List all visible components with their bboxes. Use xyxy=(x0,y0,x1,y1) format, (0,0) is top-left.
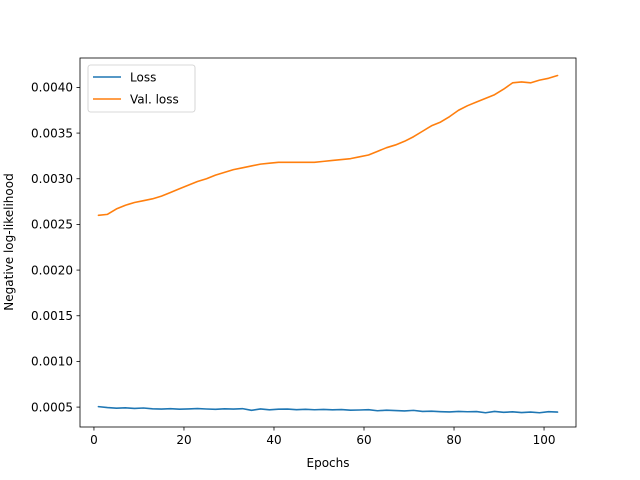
y-tick-label: 0.0025 xyxy=(31,218,73,232)
series-layer xyxy=(97,74,559,414)
x-tick-label: 60 xyxy=(356,433,371,447)
series-line-loss xyxy=(97,405,559,414)
axes-layer: 0 20 40 60 80 100 0.0005 0.0010 0.0015 0.0020 0.00… xyxy=(31,57,577,447)
series-line-val-loss xyxy=(97,74,559,217)
legend-label: Loss xyxy=(130,70,156,84)
y-tick-label: 0.0040 xyxy=(31,81,73,95)
x-tick-label: 20 xyxy=(176,433,191,447)
plot-background xyxy=(80,58,576,427)
y-tick-label: 0.0020 xyxy=(31,263,73,277)
y-tick-label: 0.0010 xyxy=(31,355,73,369)
y-tick-label: 0.0035 xyxy=(31,126,73,140)
x-tick-label: 40 xyxy=(266,433,281,447)
x-tick-label: 100 xyxy=(533,433,556,447)
y-tick-label: 0.0030 xyxy=(31,172,73,186)
y-axis-label: Negative log-likelihood xyxy=(2,173,16,310)
axes-frame xyxy=(79,57,577,428)
y-tick-label: 0.0015 xyxy=(31,309,73,323)
legend: Loss Val. loss xyxy=(87,64,196,113)
y-tick-label: 0.0005 xyxy=(31,400,73,414)
legend-label: Val. loss xyxy=(130,92,179,106)
x-tick-label: 0 xyxy=(90,433,98,447)
x-axis-label: Epochs xyxy=(307,456,350,470)
x-tick-label: 80 xyxy=(446,433,461,447)
plot-area xyxy=(80,58,576,427)
